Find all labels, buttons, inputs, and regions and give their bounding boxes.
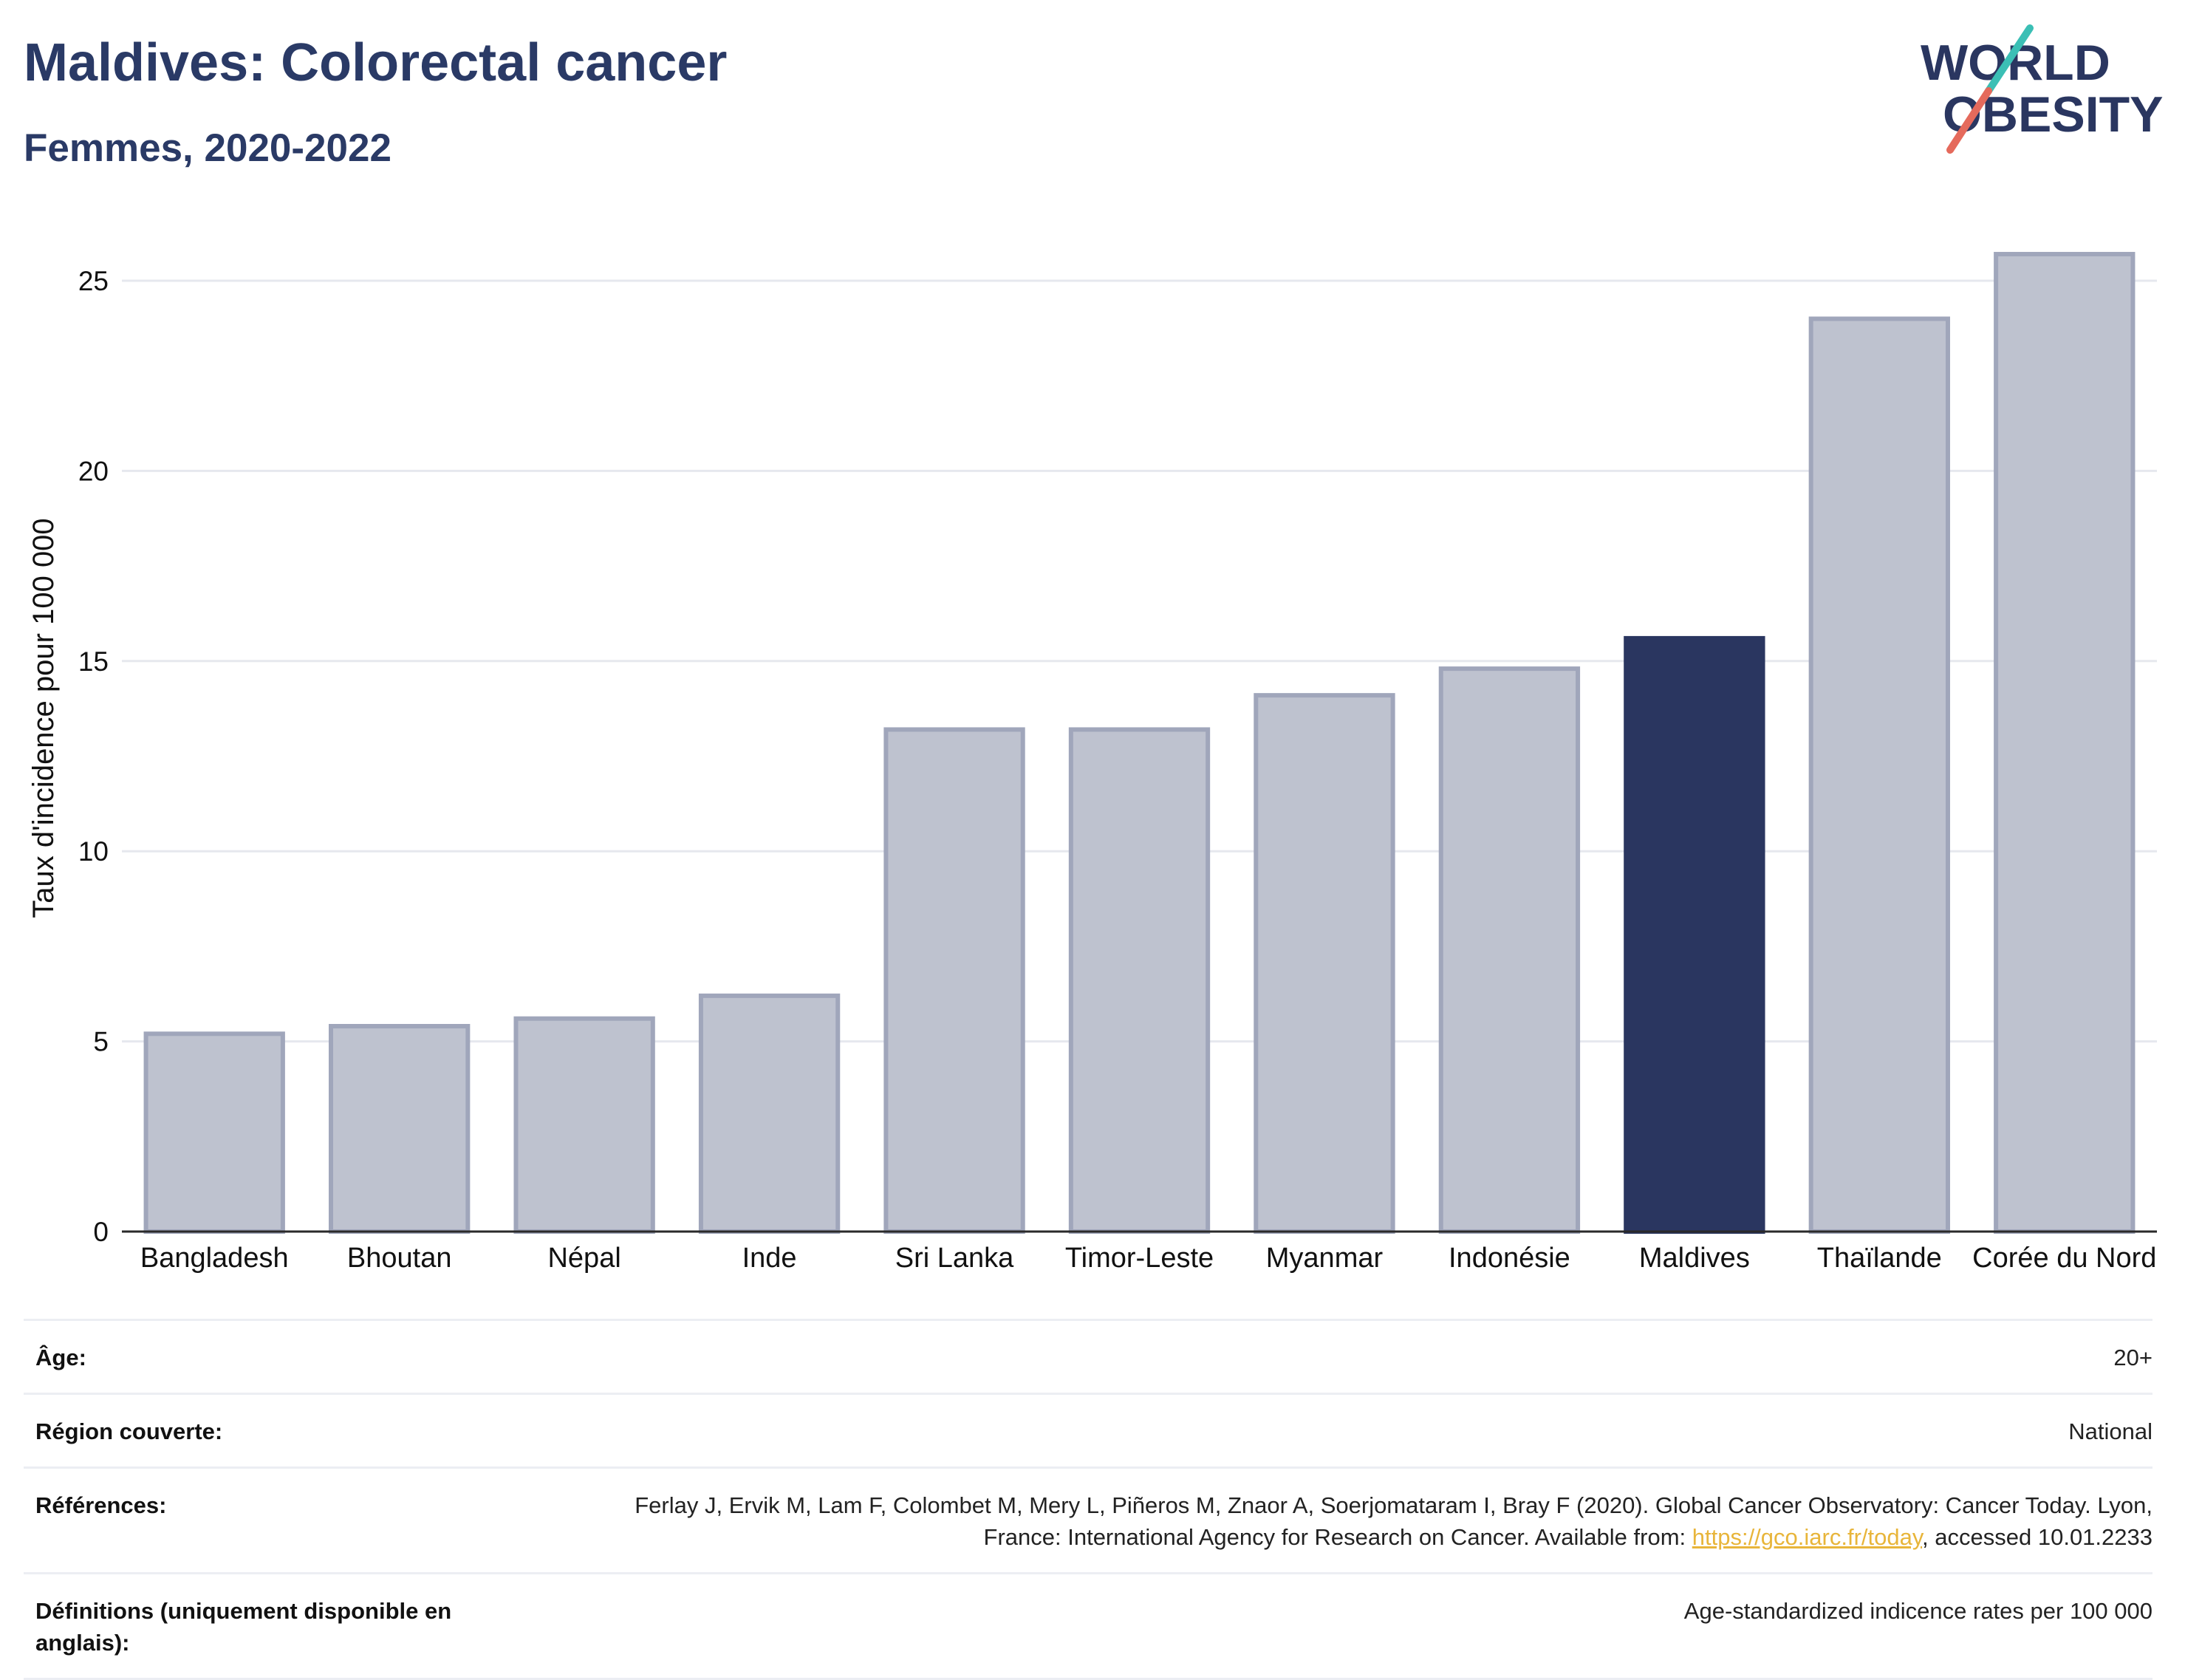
- bar-chart: 0 5 10 15 20 25 Bangladesh Bhoutan Népal Inde Sri …: [27, 251, 2157, 1274]
- y-tick-label: 0: [93, 1217, 109, 1247]
- bar-sri-lanka: [883, 727, 1025, 1234]
- bar-cor-e-du-nord: [1994, 251, 2136, 1234]
- bar-indon-sie: [1438, 666, 1581, 1234]
- page-title: Maldives: Colorectal cancer: [24, 33, 728, 92]
- bar-inde: [698, 993, 841, 1234]
- meta-row-region: Région couverte: National: [24, 1393, 2152, 1466]
- bar-timor-leste: [1068, 727, 1211, 1234]
- metadata-table: Âge: 20+ Région couverte: National Référ…: [24, 1319, 2152, 1680]
- x-tick-label: Népal: [547, 1243, 620, 1274]
- y-tick-label: 5: [93, 1027, 109, 1057]
- x-tick-label: Bangladesh: [140, 1243, 289, 1274]
- x-tick-label: Inde: [742, 1243, 797, 1274]
- bars: [143, 251, 2136, 1235]
- y-tick-label: 10: [78, 836, 109, 867]
- axes: 0 5 10 15 20 25 Bangladesh Bhoutan Népal Inde Sri …: [78, 266, 2157, 1274]
- logo-slash-coral: [1946, 87, 1992, 154]
- meta-row-age: Âge: 20+: [24, 1319, 2152, 1393]
- reference-link[interactable]: https://gco.iarc.fr/today: [1692, 1524, 1923, 1550]
- meta-value-region: National: [2068, 1418, 2152, 1444]
- reference-text: Ferlay J, Ervik M, Lam F, Colombet M, Me…: [635, 1492, 2152, 1550]
- bar-n-pal: [513, 1016, 655, 1235]
- x-tick-label: Maldives: [1639, 1243, 1750, 1274]
- bar-bhoutan: [329, 1024, 471, 1235]
- x-tick-label: Corée du Nord: [1972, 1243, 2156, 1274]
- meta-value-age: 20+: [2113, 1345, 2152, 1370]
- y-tick-label: 25: [78, 266, 109, 296]
- y-axis-label: Taux d'incidence pour 100 000: [27, 518, 60, 918]
- meta-value-references: Ferlay J, Ervik M, Lam F, Colombet M, Me…: [631, 1489, 2152, 1553]
- bar-myanmar: [1254, 693, 1395, 1234]
- x-tick-label: Timor-Leste: [1065, 1243, 1214, 1274]
- bar-tha-lande: [1808, 316, 1950, 1235]
- meta-label-references: Références:: [35, 1492, 167, 1518]
- x-tick-label: Thaïlande: [1817, 1243, 1942, 1274]
- bar-maldives: [1624, 635, 1765, 1234]
- bar-bangladesh: [143, 1031, 285, 1234]
- meta-label-region: Région couverte:: [35, 1418, 223, 1444]
- reference-accessed: , accessed 10.01.2233: [1922, 1524, 2152, 1550]
- logo-line-2: OBESITY: [1943, 86, 2164, 143]
- meta-label-age: Âge:: [35, 1345, 86, 1370]
- meta-row-definitions: Définitions (uniquement disponible en an…: [24, 1572, 2152, 1680]
- y-tick-label: 20: [78, 456, 109, 486]
- meta-value-definitions: Age-standardized indicence rates per 100…: [1683, 1598, 2152, 1624]
- y-tick-label: 15: [78, 646, 109, 677]
- meta-label-definitions: Définitions (uniquement disponible en an…: [35, 1598, 452, 1656]
- logo-slash-teal: [1985, 24, 2034, 95]
- world-obesity-logo: WORLD OBESITY: [1921, 24, 2164, 154]
- x-tick-label: Sri Lanka: [895, 1243, 1014, 1274]
- x-tick-label: Bhoutan: [347, 1243, 452, 1274]
- meta-row-references: Références: Ferlay J, Ervik M, Lam F, Co…: [24, 1466, 2152, 1572]
- x-tick-label: Indonésie: [1449, 1243, 1570, 1274]
- page-subtitle: Femmes, 2020-2022: [24, 126, 391, 170]
- x-tick-label: Myanmar: [1266, 1243, 1384, 1274]
